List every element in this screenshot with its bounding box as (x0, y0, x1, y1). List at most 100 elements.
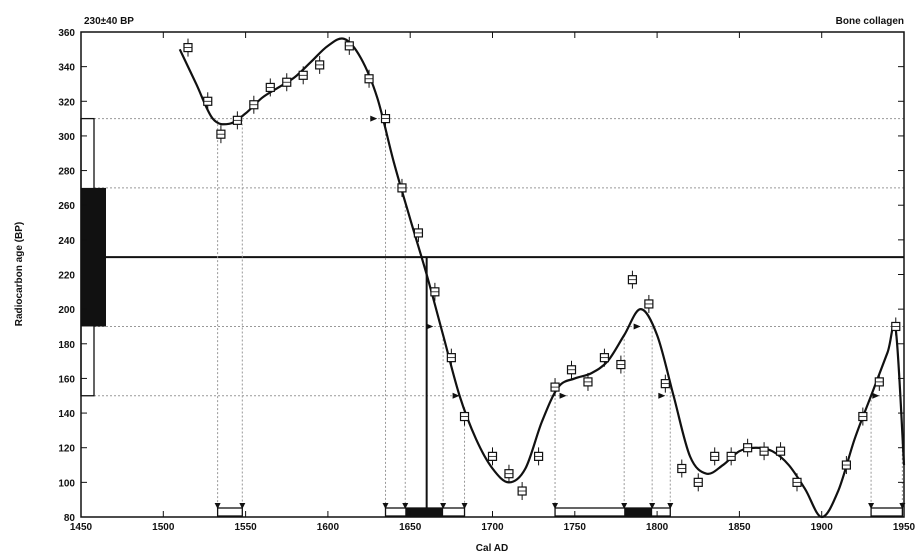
measurement-point (364, 69, 374, 88)
measurement-point (775, 442, 786, 461)
measurement-point (583, 372, 593, 391)
measurement-point (315, 55, 325, 74)
measurement-point (446, 348, 456, 367)
y-tick-label: 280 (58, 167, 75, 178)
y-tick-label: 80 (64, 513, 76, 524)
x-tick-label: 1700 (481, 522, 504, 533)
intercept-arrow (402, 503, 409, 509)
y-tick-label: 200 (58, 305, 75, 316)
y-tick-label: 340 (58, 63, 75, 74)
y-tick-label: 180 (58, 340, 75, 351)
sigma-intercept-arrow (559, 392, 567, 399)
measurement-point (759, 442, 769, 461)
intercept-arrow (621, 503, 628, 509)
measurement-point (183, 38, 193, 57)
measurement-point (397, 178, 407, 197)
y-tick-label: 100 (58, 478, 75, 489)
one-sigma-range-bar (405, 508, 444, 516)
y-tick-label: 320 (58, 97, 75, 108)
measurement-point (550, 378, 560, 397)
measurement-point (203, 92, 213, 111)
measurement-point (282, 73, 292, 92)
sigma-intercept-arrow (426, 323, 434, 330)
y-axis-title: Radiocarbon age (BP) (14, 222, 25, 326)
sigma-bars (80, 117, 106, 397)
measurement-points (183, 36, 901, 501)
two-sigma-range-bar (870, 507, 904, 517)
intercept-arrow (552, 503, 559, 509)
sigma-intercept-arrow (370, 115, 378, 122)
intercept-arrow (667, 503, 674, 509)
sigma-intercept-arrow (658, 392, 666, 399)
measurement-point (627, 270, 638, 289)
intercept-arrow (649, 503, 656, 509)
intercept-arrow (461, 503, 468, 509)
measurement-point (792, 473, 802, 492)
measurement-point (504, 464, 514, 483)
y-tick-label: 260 (58, 201, 75, 212)
two-sigma-range-bar (554, 507, 671, 517)
measurement-point (430, 282, 440, 301)
x-tick-label: 1450 (70, 522, 93, 533)
measurement-point (298, 66, 308, 85)
measurement-point (644, 294, 654, 313)
y-axis: 80 100 120 140 160 180 200 220 240 260 280 300 320 34… (58, 28, 904, 524)
intercept-arrow (382, 503, 389, 509)
measurement-point (677, 459, 687, 478)
one-sigma-age-bar (81, 187, 106, 327)
x-tick-label: 1750 (564, 522, 587, 533)
one-sigma-range-bar (624, 508, 653, 516)
x-tick-label: 1950 (893, 522, 916, 533)
measurement-point (858, 407, 868, 426)
x-tick-label: 1800 (646, 522, 669, 533)
x-tick-label: 1500 (152, 522, 175, 533)
measurement-point (344, 36, 354, 55)
sample-type-label: Bone collagen (836, 16, 904, 27)
y-tick-label: 220 (58, 271, 75, 282)
x-tick-label: 1600 (317, 522, 340, 533)
measurement-point (459, 407, 470, 426)
y-tick-label: 240 (58, 236, 75, 247)
measurement-point (380, 109, 391, 128)
measurement-point (841, 456, 851, 475)
sigma-intercept-arrow (872, 392, 880, 399)
sigma-intercept-arrow (633, 323, 641, 330)
y-tick-label: 360 (58, 28, 75, 39)
intercept-arrow (868, 503, 875, 509)
x-axis-title: Cal AD (476, 543, 508, 554)
measurement-point (616, 355, 626, 374)
sigma-intercept-arrow (452, 392, 460, 399)
measurement-point (216, 125, 226, 144)
measurement-point (874, 372, 884, 391)
intercept-arrow (440, 503, 447, 509)
calibrated-range-bars (216, 507, 904, 517)
x-tick-label: 1650 (399, 522, 422, 533)
x-tick-label: 1850 (728, 522, 751, 533)
measurement-point (660, 374, 670, 393)
measurement-point (413, 223, 424, 242)
measurement-point (232, 111, 242, 130)
calibration-curve-line (178, 37, 906, 519)
measurement-point (265, 78, 275, 97)
intercept-arrow (214, 503, 221, 509)
y-tick-label: 120 (58, 444, 75, 455)
measurement-point (891, 317, 901, 336)
x-tick-label: 1900 (811, 522, 834, 533)
measurement-point (743, 438, 753, 457)
x-tick-label: 1550 (234, 522, 257, 533)
measurement-point (599, 348, 610, 367)
measurement-point (533, 447, 544, 466)
measurement-point (517, 482, 527, 501)
measurement-point (487, 447, 498, 466)
x-axis: 1450 1500 1550 1600 1650 1700 1750 1800 1850 1900… (70, 32, 916, 533)
y-tick-label: 160 (58, 374, 75, 385)
y-tick-label: 300 (58, 132, 75, 143)
y-tick-label: 140 (58, 409, 75, 420)
measurement-point (249, 95, 259, 114)
intercept-arrow (239, 503, 246, 509)
sample-age-label: 230±40 BP (84, 16, 134, 27)
measurement-point (693, 473, 703, 492)
calibration-curve (178, 37, 906, 519)
measurement-point (566, 360, 577, 379)
